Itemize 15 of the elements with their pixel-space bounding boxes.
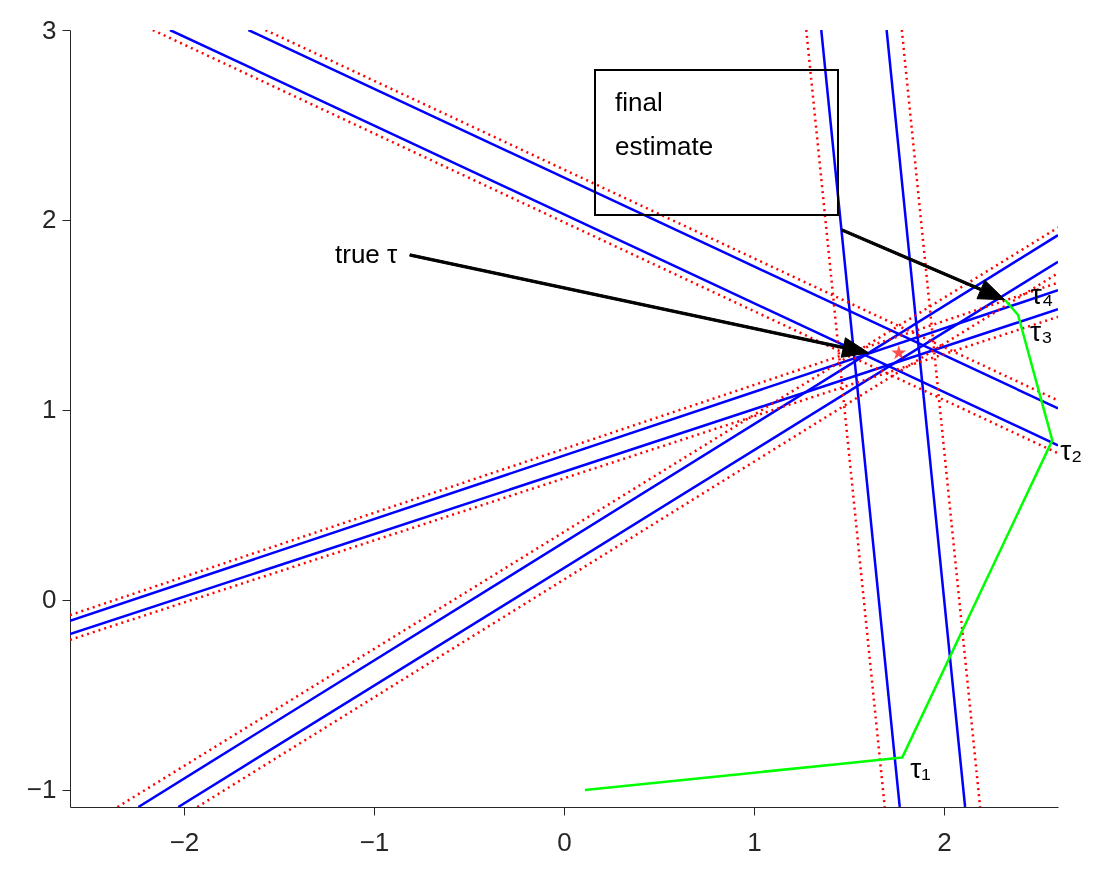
annotation: true τ [335,239,399,269]
x-tick-label: 0 [557,826,572,857]
annotation: τ₁ [910,752,931,784]
y-tick-label: 1 [42,394,57,425]
y-tick-label: 3 [42,14,57,45]
x-tick-label: 2 [937,826,952,857]
y-tick-label: 0 [42,584,57,615]
x-tick-label: −1 [359,826,390,857]
annotation: final estimate [615,87,714,161]
annotation: τ₃ [1030,315,1053,347]
y-tick-label: 2 [42,204,57,235]
x-tick-label: −2 [169,826,200,857]
x-tick-label: 1 [747,826,762,857]
y-tick-label: −1 [26,774,57,805]
annotation: τ₂ [1060,435,1083,467]
